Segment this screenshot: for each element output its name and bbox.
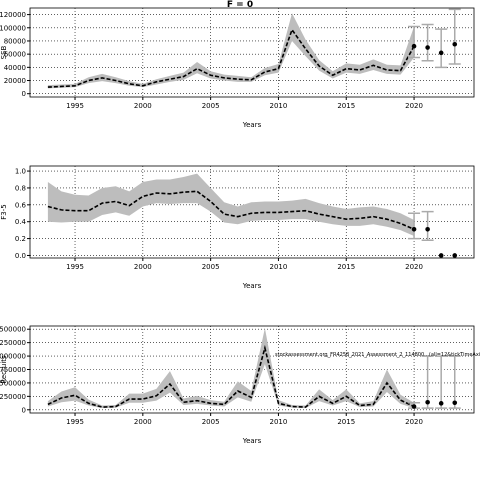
error-bar [448, 355, 461, 409]
y-tick-label: 0 [22, 406, 26, 414]
projection-point [425, 45, 430, 50]
projection-point [452, 253, 458, 258]
projection-point [411, 404, 417, 409]
median-line [47, 190, 415, 231]
y-tick-label: 250000 [0, 393, 26, 401]
annotation: stockassessment.org_FR4258_2021_Assessme… [275, 352, 480, 358]
error-bar [421, 23, 434, 62]
plot-frame [29, 7, 475, 98]
projection-point [438, 253, 444, 258]
x-axis-label: Years [242, 282, 262, 290]
y-tick-label: 500000 [0, 379, 26, 387]
x-tick-label: 2015 [337, 102, 355, 110]
projection-point [452, 41, 458, 47]
chart-title: F = 0 [227, 0, 253, 10]
y-axis-label: F3-5 [0, 204, 8, 219]
x-tick-label: 2005 [202, 418, 220, 426]
y-tick-label: 100000 [0, 24, 26, 32]
y-tick-label: 60000 [4, 51, 26, 59]
error-bar [408, 212, 421, 240]
x-tick-label: 1995 [66, 418, 84, 426]
error-bar [448, 8, 461, 65]
x-tick-label: 2015 [337, 418, 355, 426]
y-tick-label: 0 [22, 90, 26, 98]
error-bar [408, 25, 421, 59]
x-tick-label: 2010 [270, 418, 288, 426]
median-line [47, 28, 415, 88]
plot-frame [29, 165, 475, 259]
median-line [47, 344, 415, 408]
projection-point [411, 43, 417, 49]
y-tick-label: 0.6 [15, 201, 27, 209]
y-tick-label: 20000 [4, 77, 26, 85]
confidence-band [47, 13, 415, 89]
x-tick-label: 1995 [66, 263, 84, 271]
x-axis-label: Years [242, 437, 262, 445]
confidence-band [47, 173, 415, 237]
y-tick-label: 1250000 [0, 339, 26, 347]
y-tick-label: 1.0 [15, 168, 26, 176]
projection-point [438, 50, 444, 56]
y-tick-label: 0.4 [15, 218, 27, 226]
y-axis-label: SSB [0, 45, 8, 59]
y-tick-label: 1500000 [0, 326, 26, 334]
y-tick-label: 0.8 [15, 184, 26, 192]
x-tick-label: 2020 [405, 263, 423, 271]
projection-point [425, 227, 430, 232]
x-tick-label: 2000 [134, 418, 152, 426]
x-tick-label: 2010 [270, 102, 288, 110]
y-tick-label: 120000 [0, 11, 26, 19]
x-axis-label: Years [242, 121, 262, 129]
error-bar [435, 28, 448, 69]
y-axis-label: Recruits [0, 355, 8, 384]
projection-point [452, 400, 458, 406]
projection-point [438, 401, 444, 406]
x-tick-label: 2005 [202, 263, 220, 271]
projection-point [425, 399, 430, 405]
x-tick-label: 2000 [134, 263, 152, 271]
y-tick-label: 0.2 [15, 235, 26, 243]
error-bar [421, 355, 434, 409]
x-tick-label: 2005 [202, 102, 220, 110]
error-bar [435, 355, 448, 409]
y-tick-label: 40000 [4, 64, 26, 72]
y-tick-label: 80000 [4, 37, 26, 45]
x-tick-label: 2020 [405, 418, 423, 426]
x-tick-label: 1995 [66, 102, 84, 110]
error-bar [421, 210, 434, 242]
x-tick-label: 2010 [270, 263, 288, 271]
x-tick-label: 2000 [134, 102, 152, 110]
plot-frame [29, 325, 475, 414]
y-tick-label: 750000 [0, 366, 26, 374]
y-tick-label: 1000000 [0, 353, 26, 361]
x-tick-label: 2020 [405, 102, 423, 110]
x-tick-label: 2015 [337, 263, 355, 271]
y-tick-label: 0.0 [15, 252, 26, 260]
projection-point [411, 227, 417, 232]
